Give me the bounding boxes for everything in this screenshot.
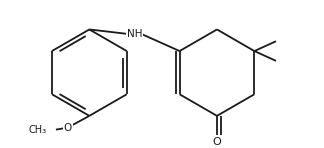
Text: NH: NH [127, 29, 142, 39]
Text: O: O [213, 137, 221, 147]
Text: O: O [64, 123, 72, 133]
Text: CH₃: CH₃ [28, 125, 46, 135]
